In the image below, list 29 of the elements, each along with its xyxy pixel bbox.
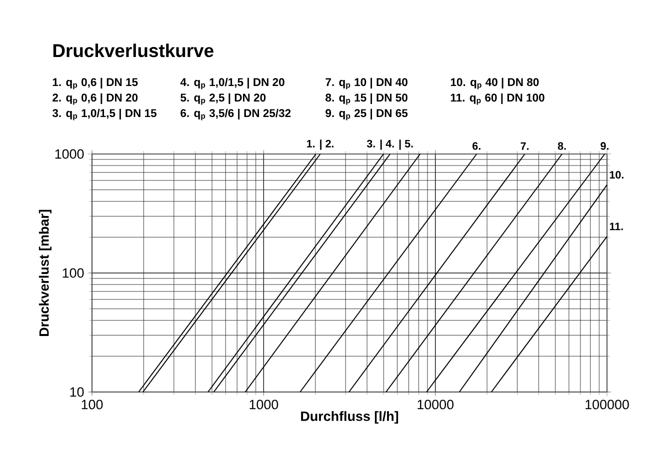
annotation: 1. | 2. xyxy=(306,140,334,150)
text: 10. q$_{p}$ 40 | DN 80 xyxy=(450,78,539,90)
annotation: 11. xyxy=(610,222,623,230)
x-tick-label: 100000 xyxy=(586,400,629,410)
annotation: 8. xyxy=(558,142,566,150)
y-tick-label: 10 xyxy=(70,387,84,397)
text: 7. q$_{p}$ 10 | DN 40 xyxy=(326,78,408,90)
y-tick-label: 1000 xyxy=(55,149,84,159)
text: 1. q$_{p}$ 0,6 | DN 15 xyxy=(52,78,138,90)
annotation: 10. xyxy=(610,170,624,179)
text: 6. q$_{p}$ 3,5/6 | DN 25/32 xyxy=(180,108,291,120)
x-tick-label: 100 xyxy=(82,400,103,410)
x-tick-label: 10000 xyxy=(418,400,454,410)
annotation: 3. | 4. | 5. xyxy=(366,140,413,150)
text: 11. q$_{p}$ 60 | DN 100 xyxy=(450,93,544,105)
text: 2. q$_{p}$ 0,6 | DN 20 xyxy=(52,93,138,105)
annotation: 7. xyxy=(520,142,529,150)
x-axis-title: Durchfluss [l/h] xyxy=(301,411,398,424)
text: 8. q$_{p}$ 15 | DN 50 xyxy=(326,93,408,105)
text: 3. q$_{p}$ 1,0/1,5 | DN 15 xyxy=(52,108,156,120)
annotation: 6. xyxy=(472,142,480,150)
y-tick-label: 100 xyxy=(62,268,84,278)
text: 5. q$_{p}$ 2,5 | DN 20 xyxy=(180,93,266,105)
y-axis-title: Druckverlust [mbar] xyxy=(38,210,52,336)
text: 4. q$_{p}$ 1,0/1,5 | DN 20 xyxy=(180,78,284,90)
annotation: 9. xyxy=(600,142,608,150)
text: 9. q$_{p}$ 25 | DN 65 xyxy=(326,108,408,120)
x-tick-label: 1000 xyxy=(250,400,278,410)
chart-title: Druckverlustkurve xyxy=(53,44,214,58)
